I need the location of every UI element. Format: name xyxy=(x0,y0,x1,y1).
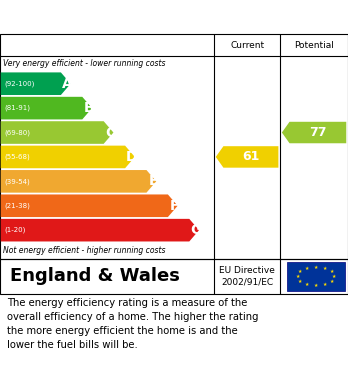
Text: (1-20): (1-20) xyxy=(4,227,25,233)
Text: EU Directive
2002/91/EC: EU Directive 2002/91/EC xyxy=(219,266,275,287)
Text: E: E xyxy=(149,174,158,188)
Text: ★: ★ xyxy=(323,266,327,271)
Text: ★: ★ xyxy=(330,269,334,274)
Text: G: G xyxy=(190,223,202,237)
Polygon shape xyxy=(1,219,199,242)
Text: ★: ★ xyxy=(332,274,337,279)
Text: ★: ★ xyxy=(298,269,302,274)
Text: (69-80): (69-80) xyxy=(4,129,30,136)
Polygon shape xyxy=(1,145,135,168)
Text: ★: ★ xyxy=(304,266,309,271)
Text: Current: Current xyxy=(230,41,264,50)
Text: ★: ★ xyxy=(298,278,302,283)
Text: C: C xyxy=(105,126,116,140)
Polygon shape xyxy=(1,194,177,217)
Text: (21-38): (21-38) xyxy=(4,203,30,209)
Text: B: B xyxy=(84,101,94,115)
Text: (92-100): (92-100) xyxy=(4,81,34,87)
Text: ★: ★ xyxy=(323,282,327,287)
Polygon shape xyxy=(1,121,113,144)
Polygon shape xyxy=(1,170,156,193)
Text: The energy efficiency rating is a measure of the
overall efficiency of a home. T: The energy efficiency rating is a measur… xyxy=(7,298,259,350)
Text: ★: ★ xyxy=(330,278,334,283)
Text: 77: 77 xyxy=(309,126,327,139)
Text: (55-68): (55-68) xyxy=(4,154,30,160)
Bar xyxy=(287,262,345,291)
Text: Very energy efficient - lower running costs: Very energy efficient - lower running co… xyxy=(3,59,166,68)
Text: (39-54): (39-54) xyxy=(4,178,30,185)
Polygon shape xyxy=(216,146,278,168)
Text: ★: ★ xyxy=(314,265,318,270)
Text: F: F xyxy=(170,199,180,213)
Polygon shape xyxy=(1,97,92,119)
Text: ★: ★ xyxy=(295,274,300,279)
Polygon shape xyxy=(282,122,346,143)
Text: ★: ★ xyxy=(314,283,318,288)
Text: Potential: Potential xyxy=(294,41,334,50)
Text: (81-91): (81-91) xyxy=(4,105,30,111)
Text: 61: 61 xyxy=(242,151,260,163)
Text: Energy Efficiency Rating: Energy Efficiency Rating xyxy=(10,8,239,26)
Text: Not energy efficient - higher running costs: Not energy efficient - higher running co… xyxy=(3,246,166,255)
Text: ★: ★ xyxy=(304,282,309,287)
Text: England & Wales: England & Wales xyxy=(10,267,180,285)
Polygon shape xyxy=(1,72,71,95)
Text: A: A xyxy=(62,77,73,91)
Text: D: D xyxy=(126,150,138,164)
